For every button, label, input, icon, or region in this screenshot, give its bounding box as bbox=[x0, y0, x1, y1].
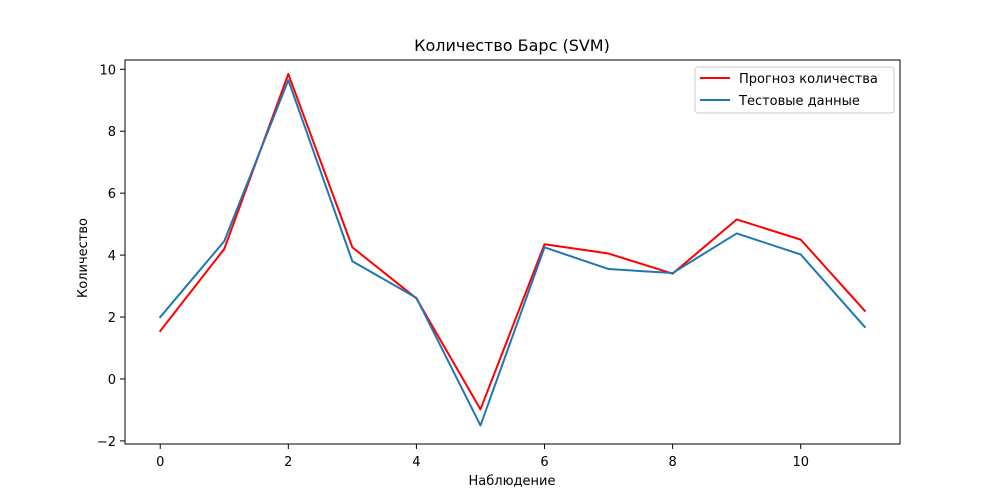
x-tick-label: 4 bbox=[412, 455, 420, 470]
y-tick-label: 10 bbox=[99, 63, 116, 78]
x-tick-label: 0 bbox=[156, 455, 164, 470]
chart-title: Количество Барс (SVM) bbox=[414, 36, 610, 55]
legend: Прогноз количества Тестовые данные bbox=[694, 66, 895, 114]
axes-frame bbox=[124, 59, 901, 445]
legend-label-0: Прогноз количества bbox=[739, 72, 878, 87]
y-axis-label: Количество bbox=[76, 218, 91, 298]
series-line-1 bbox=[158, 79, 867, 427]
x-tick-label: 2 bbox=[284, 455, 292, 470]
x-tick-label: 10 bbox=[792, 455, 809, 470]
series-line-0 bbox=[158, 72, 867, 411]
plot-area: 0 2 4 6 8 10 −2 0 2 4 6 8 10 bbox=[97, 59, 901, 470]
x-tick-label: 8 bbox=[668, 455, 676, 470]
y-tick-label: 8 bbox=[108, 125, 116, 140]
x-axis-label: Наблюдение bbox=[469, 474, 556, 489]
y-tick-label: 0 bbox=[108, 373, 116, 388]
legend-box bbox=[694, 66, 895, 114]
y-tick-label: 4 bbox=[108, 249, 116, 264]
y-tick-label: −2 bbox=[97, 435, 116, 450]
y-tick-label: 6 bbox=[108, 187, 116, 202]
x-tick-label: 6 bbox=[540, 455, 548, 470]
y-tick-label: 2 bbox=[108, 311, 116, 326]
legend-label-1: Тестовые данные bbox=[738, 94, 860, 109]
